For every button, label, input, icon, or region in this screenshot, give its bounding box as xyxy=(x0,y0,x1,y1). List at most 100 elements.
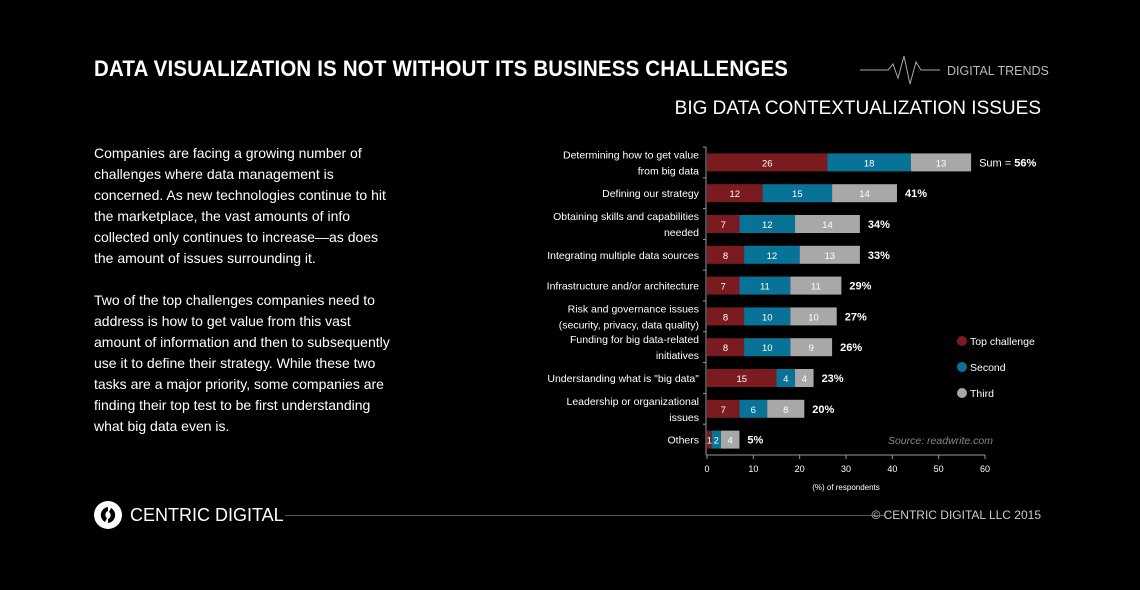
bar-segment xyxy=(707,307,745,326)
bar-value-label: 6 xyxy=(751,405,756,416)
x-tick-label: 20 xyxy=(795,464,805,474)
bar-value-label: 8 xyxy=(723,251,728,262)
total-label: Sum = 56% xyxy=(979,157,1036,169)
category-label: Defining our strategy xyxy=(602,188,700,200)
bar-value-label: 2 xyxy=(714,436,719,447)
total-label: 34% xyxy=(868,219,890,231)
footer-logo: CENTRIC DIGITAL xyxy=(94,501,284,529)
category-label: Funding for big data-related initiatives xyxy=(570,334,699,362)
bar-segment xyxy=(790,307,837,326)
bar-segment xyxy=(776,369,796,387)
total-label: 29% xyxy=(849,281,871,293)
x-axis-label: (%) of respondents xyxy=(812,483,880,492)
bar-value-label: 7 xyxy=(721,220,726,231)
bar-segment xyxy=(790,338,833,357)
body-text: Companies are facing a growing number of… xyxy=(94,143,394,458)
bar-segment xyxy=(799,245,860,264)
category-label: Integrating multiple data sources xyxy=(547,250,699,262)
pulse-line-icon xyxy=(860,55,940,85)
total-label: 41% xyxy=(905,188,927,200)
category-label: Leadership or organizational issues xyxy=(566,396,699,424)
legend-swatch xyxy=(957,362,967,372)
bar-segment xyxy=(707,369,777,387)
bar-segment xyxy=(767,399,805,418)
total-label: 5% xyxy=(747,435,763,447)
bar-value-label: 4 xyxy=(783,374,788,385)
chart-subtitle: BIG DATA CONTEXTUALIZATION ISSUES xyxy=(674,98,1041,119)
bar-segment xyxy=(707,430,712,449)
bar-value-label: 8 xyxy=(783,405,788,416)
bar-value-label: 1 xyxy=(707,436,712,447)
bar-value-label: 15 xyxy=(736,374,747,385)
bar-value-label: 11 xyxy=(760,282,770,293)
legend-label: Top challenge xyxy=(970,336,1035,348)
bar-value-label: 7 xyxy=(721,282,726,293)
bar-segment xyxy=(707,276,740,295)
bar-segment xyxy=(744,245,800,264)
bar-value-label: 14 xyxy=(822,220,833,231)
bar-segment xyxy=(795,369,814,387)
bar-segment xyxy=(707,184,763,203)
bar-segment xyxy=(739,399,768,418)
bar-segment xyxy=(827,153,911,172)
source-note: Source: readwrite.com xyxy=(888,435,993,447)
legend-label: Second xyxy=(970,362,1006,374)
bar-value-label: 11 xyxy=(811,282,821,293)
bar-value-label: 12 xyxy=(730,189,741,200)
bar-value-label: 4 xyxy=(802,374,807,385)
category-label: Others xyxy=(667,435,699,447)
bar-segment xyxy=(795,215,860,233)
x-tick-label: 50 xyxy=(934,464,944,474)
paragraph-1: Companies are facing a growing number of… xyxy=(94,145,386,266)
bar-value-label: 15 xyxy=(792,189,803,200)
bar-value-label: 7 xyxy=(721,405,726,416)
total-label: 27% xyxy=(845,311,867,323)
brand-label: DIGITAL TRENDS xyxy=(947,64,1049,78)
category-label: Determining how to get value from big dat… xyxy=(563,149,699,177)
bar-segment xyxy=(707,153,828,172)
page-title: DATA VISUALIZATION IS NOT WITHOUT ITS BU… xyxy=(94,56,789,81)
bar-segment xyxy=(707,245,745,264)
category-label: Risk and governance issues (security, pri… xyxy=(559,303,699,331)
bar-value-label: 14 xyxy=(859,189,870,200)
footer-divider xyxy=(285,515,885,516)
x-tick-label: 0 xyxy=(704,464,709,474)
x-tick-label: 40 xyxy=(887,464,897,474)
x-tick-label: 30 xyxy=(841,464,851,474)
centric-logo-icon xyxy=(94,501,122,529)
bar-segment xyxy=(707,338,745,357)
bar-value-label: 10 xyxy=(762,312,773,323)
bar-value-label: 4 xyxy=(728,436,733,447)
bar-value-label: 12 xyxy=(767,251,778,262)
bar-segment xyxy=(744,338,791,357)
bar-value-label: 12 xyxy=(762,220,773,231)
bar-segment xyxy=(711,430,721,449)
legend-label: Third xyxy=(970,388,994,400)
bar-value-label: 13 xyxy=(936,158,947,169)
legend-swatch xyxy=(957,336,967,346)
bar-value-label: 8 xyxy=(723,343,728,354)
x-tick-label: 60 xyxy=(980,464,990,474)
bar-segment xyxy=(720,430,740,449)
bar-value-label: 8 xyxy=(723,312,728,323)
bar-value-label: 10 xyxy=(808,312,819,323)
total-label: 26% xyxy=(840,342,862,354)
copyright: © CENTRIC DIGITAL LLC 2015 xyxy=(871,508,1041,522)
total-label: 33% xyxy=(868,250,890,262)
bar-value-label: 26 xyxy=(762,158,773,169)
legend-swatch xyxy=(957,388,967,398)
total-label: 23% xyxy=(822,373,844,385)
bar-segment xyxy=(762,184,833,203)
bar-segment xyxy=(707,399,740,418)
bar-value-label: 13 xyxy=(824,251,835,262)
category-label: Infrastructure and/or architecture xyxy=(547,281,699,293)
bar-value-label: 9 xyxy=(809,343,814,354)
logo-text: CENTRIC DIGITAL xyxy=(130,504,284,525)
bar-segment xyxy=(739,215,796,233)
bar-segment xyxy=(910,153,972,172)
category-label: Obtaining skills and capabilities needed xyxy=(553,211,699,239)
bar-segment xyxy=(744,307,791,326)
category-label: Understanding what is "big data" xyxy=(547,373,699,385)
bar-value-label: 18 xyxy=(864,158,875,169)
total-label: 20% xyxy=(812,404,834,416)
